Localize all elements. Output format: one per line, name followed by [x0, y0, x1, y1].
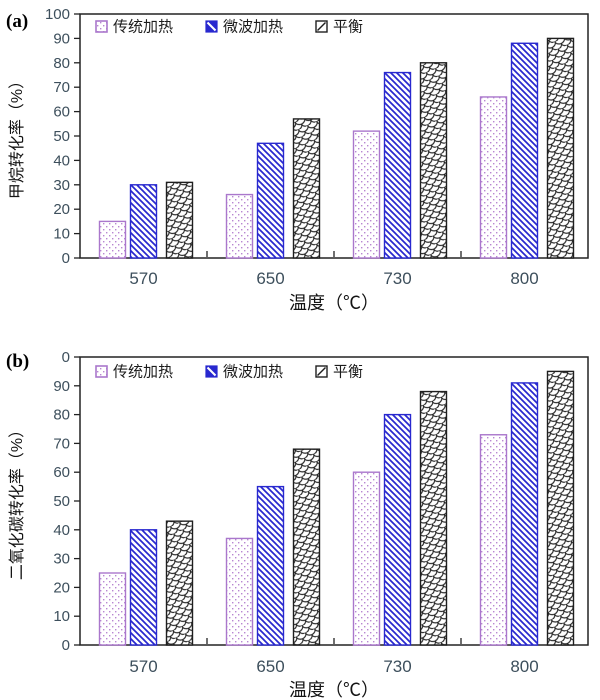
legend-label-traditional: 传统加热: [113, 19, 173, 36]
y-tick-label: 30: [53, 177, 70, 194]
legend-item-equilibrium: 平衡: [315, 364, 363, 381]
legend-label-equilibrium: 平衡: [333, 364, 363, 381]
y-tick-label: 0: [62, 250, 70, 267]
legend-label-equilibrium: 平衡: [333, 19, 363, 36]
bar-traditional-650: [225, 537, 254, 646]
y-tick-label: 50: [53, 493, 70, 510]
legend-label-microwave: 微波加热: [223, 19, 283, 36]
axis-title-y: 二氧化碳转化率（%）: [8, 422, 26, 580]
y-tick-label: 20: [53, 579, 70, 596]
bar-traditional-800: [479, 96, 508, 259]
x-tick-label: 800: [510, 657, 538, 676]
axis-title-x: 温度（℃）: [289, 680, 379, 700]
x-tick-label: 800: [510, 269, 538, 288]
y-tick-label: 10: [53, 226, 70, 243]
bar-traditional-650: [225, 193, 254, 259]
bar-equilibrium-650: [292, 448, 321, 646]
bar-traditional-570: [98, 220, 127, 259]
bar-traditional-730: [352, 130, 381, 259]
y-tick-label: 0: [62, 637, 70, 654]
y-tick-label: 90: [53, 378, 70, 395]
legend-item-traditional: 传统加热: [95, 19, 173, 36]
y-tick-label: 40: [53, 522, 70, 539]
bar-equilibrium-570: [165, 181, 194, 259]
bar-microwave-730: [383, 71, 412, 259]
chart-panel-a: 100 90 80 70 60 50 40 30 20 10 0 570 650 730 800 传统加热 微波…: [0, 0, 600, 340]
legend-item-microwave: 微波加热: [205, 19, 283, 36]
diagonal-stripe: [206, 366, 217, 377]
dotted-square-icon: [95, 365, 108, 378]
bar-equilibrium-730: [419, 62, 448, 259]
y-tick-label: 80: [53, 55, 70, 72]
y-tick-label: 0: [62, 349, 70, 366]
y-tick-label: 30: [53, 551, 70, 568]
bar-microwave-650: [256, 485, 285, 646]
y-tick-label: 60: [53, 464, 70, 481]
legend-item-equilibrium: 平衡: [315, 19, 363, 36]
y-tick-label: 70: [53, 435, 70, 452]
axis-title-x: 温度（℃）: [289, 293, 379, 313]
panel-tag: (b): [6, 351, 29, 372]
chart-panel-b: 0 90 80 70 60 50 40 30 20 10 0 570 650 730 800 传统加热 微波加热…: [0, 340, 600, 700]
bar-traditional-800: [479, 434, 508, 646]
y-tick-label: 60: [53, 104, 70, 121]
bar-microwave-800: [510, 42, 539, 259]
x-tick-label: 570: [129, 269, 157, 288]
y-tick-label: 90: [53, 30, 70, 47]
bar-microwave-730: [383, 413, 412, 646]
bar-equilibrium-650: [292, 118, 321, 259]
bar-traditional-570: [98, 572, 127, 646]
bar-microwave-800: [510, 382, 539, 646]
y-tick-label: 20: [53, 201, 70, 218]
bar-equilibrium-730: [419, 390, 448, 646]
y-tick-label: 80: [53, 407, 70, 424]
bar-microwave-570: [129, 184, 158, 259]
diagonal-stripe: [206, 21, 217, 32]
legend-item-traditional: 传统加热: [95, 364, 173, 381]
x-tick-label: 650: [256, 269, 284, 288]
legend-label-traditional: 传统加热: [113, 364, 173, 381]
panel-tag: (a): [6, 11, 28, 32]
y-tick-label: 50: [53, 128, 70, 145]
bar-equilibrium-800: [546, 370, 575, 646]
dotted-square-icon: [95, 20, 108, 33]
y-tick-label: 10: [53, 608, 70, 625]
bar-microwave-650: [256, 142, 285, 259]
y-tick-label: 40: [53, 152, 70, 169]
bar-equilibrium-800: [546, 37, 575, 259]
diagonal-stripe: [317, 367, 326, 376]
bar-equilibrium-570: [165, 520, 194, 646]
x-tick-label: 730: [383, 657, 411, 676]
chart-b-svg: 0 90 80 70 60 50 40 30 20 10 0 570 650 730 800 传统加热 微波加热…: [6, 349, 589, 700]
axis-title-y: 甲烷转化率（%）: [8, 73, 26, 199]
legend-item-microwave: 微波加热: [205, 364, 283, 381]
diagonal-stripe: [317, 22, 326, 31]
bar-traditional-730: [352, 471, 381, 646]
y-tick-label: 100: [45, 6, 70, 23]
x-tick-label: 650: [256, 657, 284, 676]
x-tick-label: 570: [129, 657, 157, 676]
legend-label-microwave: 微波加热: [223, 364, 283, 381]
bar-microwave-570: [129, 529, 158, 646]
x-tick-label: 730: [383, 269, 411, 288]
y-tick-label: 70: [53, 79, 70, 96]
